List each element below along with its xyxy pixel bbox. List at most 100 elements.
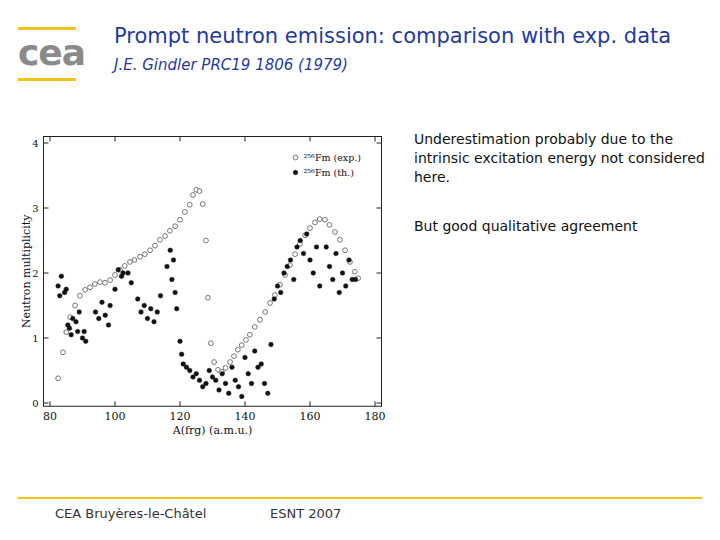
point [143, 252, 148, 257]
y-tick [377, 273, 382, 274]
point [263, 310, 268, 315]
point [252, 349, 257, 354]
logo-bar [18, 27, 76, 30]
marks [56, 187, 361, 398]
point [173, 290, 178, 295]
y-axis-label: Neutron multiplicity [20, 214, 33, 328]
point [96, 316, 101, 321]
point [259, 362, 264, 367]
point [155, 310, 160, 315]
point [56, 376, 61, 381]
point [57, 293, 62, 298]
y-tick [44, 273, 49, 274]
point [217, 388, 222, 393]
point [126, 271, 131, 276]
logo: cea [18, 30, 76, 76]
point [235, 347, 240, 352]
point [98, 280, 103, 285]
point [142, 303, 147, 308]
point [301, 251, 306, 256]
y-tick-label: 0 [32, 398, 38, 409]
point [233, 378, 238, 383]
point [272, 297, 277, 302]
point [163, 234, 168, 239]
point [232, 354, 237, 359]
legend-label: ²⁵⁶Fm (th.) [304, 167, 354, 178]
point [314, 245, 319, 250]
point [197, 378, 202, 383]
point [93, 310, 98, 315]
point [239, 394, 244, 399]
point [194, 371, 199, 376]
x-tick [50, 137, 51, 142]
point [122, 263, 127, 268]
point [282, 271, 287, 276]
x-tick-label: 100 [105, 410, 126, 423]
point [343, 284, 348, 289]
x-tick-label: 160 [300, 410, 321, 423]
point [353, 277, 358, 282]
legend-marker [293, 170, 298, 175]
chart: 8010012014016018001234A(frg) (a.m.u.)Neu… [0, 0, 720, 540]
y-tick [44, 143, 49, 144]
point [347, 258, 352, 263]
y-tick [377, 143, 382, 144]
point [116, 267, 121, 272]
point [308, 258, 313, 263]
point [244, 338, 249, 343]
point [352, 269, 357, 274]
x-tick [375, 401, 376, 406]
point [293, 252, 298, 257]
point [338, 237, 343, 242]
point [212, 360, 217, 365]
point [226, 391, 231, 396]
legend-box [288, 149, 370, 187]
x-tick [375, 137, 376, 142]
note: Underestimation probably due to the intr… [414, 130, 714, 187]
point [330, 277, 335, 282]
point [246, 371, 251, 376]
point [262, 381, 267, 386]
x-tick [310, 401, 311, 406]
point [83, 288, 88, 293]
point [77, 310, 82, 315]
point [312, 220, 317, 225]
y-tick [377, 403, 382, 404]
footer: ESNT 2007 [270, 506, 341, 521]
y-tick-label: 3 [32, 203, 38, 214]
point [288, 258, 293, 263]
point [88, 285, 93, 290]
footer: CEA Bruyères-le-Châtel [55, 506, 206, 521]
point [173, 224, 178, 229]
x-tick-label: 120 [170, 410, 191, 423]
point [317, 284, 322, 289]
note: But good qualitative agreement [414, 217, 714, 236]
point [298, 238, 303, 243]
point [56, 284, 61, 289]
point [103, 280, 108, 285]
point [178, 339, 183, 344]
point [204, 381, 209, 386]
point [265, 391, 270, 396]
footer-line [18, 497, 702, 499]
point [230, 365, 235, 370]
x-tick [115, 137, 116, 142]
point [223, 366, 228, 371]
point [165, 264, 170, 269]
point [334, 251, 339, 256]
y-tick-label: 2 [32, 268, 38, 279]
x-axis-label: A(frg) (a.m.u.) [172, 424, 253, 437]
point [153, 243, 158, 248]
point [179, 352, 184, 357]
point [340, 271, 345, 276]
y-tick-label: 1 [32, 333, 38, 344]
point [174, 306, 179, 311]
point [252, 325, 257, 330]
point [337, 290, 342, 295]
point [113, 287, 118, 292]
point [168, 248, 173, 253]
point [135, 297, 140, 302]
x-tick [115, 401, 116, 406]
point [178, 217, 183, 222]
point [311, 271, 316, 276]
